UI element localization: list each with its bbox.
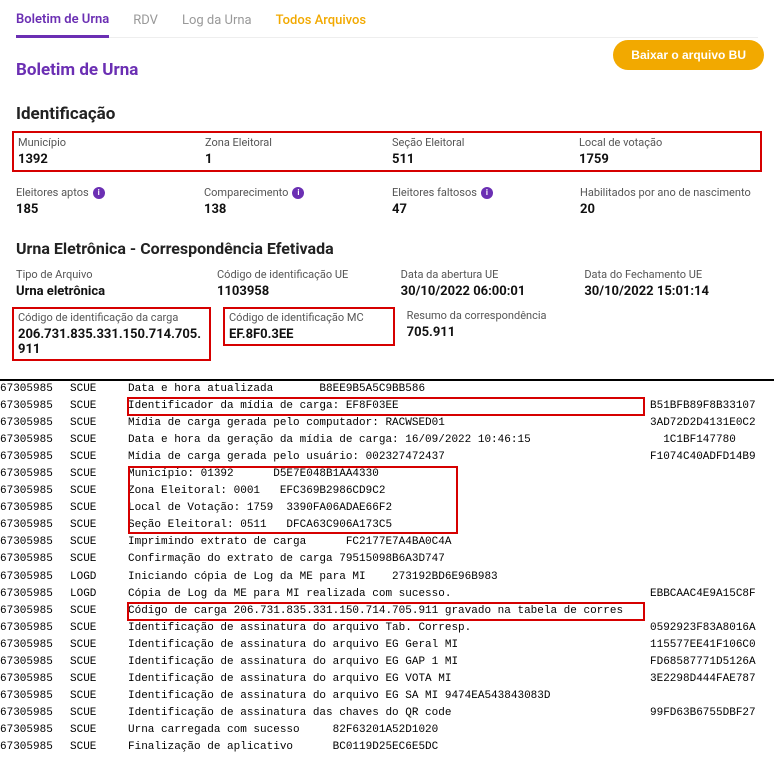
log-row: 67305985SCUEData e hora da geração da mí… (0, 432, 774, 449)
field-secao: Seção Eleitoral 511 (392, 136, 569, 167)
label-fechamento: Data do Fechamento UE (584, 268, 758, 281)
label-cod-ue: Código de identificação UE (217, 268, 391, 281)
field-aptos: Eleitores aptosi 185 (16, 186, 194, 217)
log-row: 67305985SCUEZona Eleitoral: 0001 EFC369B… (0, 483, 774, 500)
log-row: 67305985SCUEData e hora atualizada B8EE9… (0, 381, 774, 398)
log-row: 67305985SCUEIdentificação de assinatura … (0, 620, 774, 637)
value-local: 1759 (579, 152, 756, 167)
log-row: 67305985SCUELocal de Votação: 1759 3390F… (0, 500, 774, 517)
ident-row1-highlight: Município 1392 Zona Eleitoral 1 Seção El… (12, 131, 762, 172)
value-compar: 138 (204, 202, 382, 217)
label-falt: Eleitores faltososi (392, 186, 570, 199)
label-aptos: Eleitores aptosi (16, 186, 194, 199)
log-row: 67305985SCUEMunicípio: 01392 D5E7E048B1A… (0, 466, 774, 483)
field-falt: Eleitores faltososi 47 (392, 186, 570, 217)
log-row: 67305985SCUEImprimindo extrato de carga … (0, 534, 774, 551)
log-panel: 67305985SCUEData e hora atualizada B8EE9… (0, 381, 774, 756)
label-cod-mc: Código de identificação MC (229, 311, 389, 324)
urna-grid: Tipo de Arquivo Urna eletrônica Código d… (16, 268, 758, 299)
field-cod-carga: Código de identificação da carga 206.731… (12, 307, 211, 361)
log-row: 67305985SCUEIdentificação de assinatura … (0, 705, 774, 722)
log-row: 67305985SCUEIdentificação de assinatura … (0, 688, 774, 705)
info-icon[interactable]: i (481, 187, 493, 199)
info-icon[interactable]: i (93, 187, 105, 199)
log-row: 67305985SCUECódigo de carga 206.731.835.… (0, 603, 774, 620)
label-zona: Zona Eleitoral (205, 136, 382, 149)
info-icon[interactable]: i (292, 187, 304, 199)
label-tipo: Tipo de Arquivo (16, 268, 207, 281)
value-resumo: 705.911 (407, 325, 575, 340)
label-hab: Habilitados por ano de nascimento (580, 186, 758, 199)
field-cod-ue: Código de identificação UE 1103958 (217, 268, 391, 299)
label-municipio: Município (18, 136, 195, 149)
log-row: 67305985SCUEIdentificação de assinatura … (0, 637, 774, 654)
log-row: 67305985SCUEConfirmação do extrato de ca… (0, 551, 774, 568)
field-resumo: Resumo da correspondência 705.911 (407, 309, 575, 340)
value-falt: 47 (392, 202, 570, 217)
log-row: 67305985SCUESeção Eleitoral: 0511 DFCA63… (0, 517, 774, 534)
field-local: Local de votação 1759 (579, 136, 756, 167)
field-tipo: Tipo de Arquivo Urna eletrônica (16, 268, 207, 299)
value-hab: 20 (580, 202, 758, 217)
tabs: Boletim de Urna RDV Log da Urna Todos Ar… (16, 8, 758, 38)
download-bu-button[interactable]: Baixar o arquivo BU (613, 40, 764, 70)
value-tipo: Urna eletrônica (16, 284, 207, 299)
log-row: 67305985SCUEMídia de carga gerada pelo c… (0, 415, 774, 432)
label-compar: Comparecimentoi (204, 186, 382, 199)
tab-todos[interactable]: Todos Arquivos (276, 9, 366, 36)
value-fechamento: 30/10/2022 15:01:14 (584, 284, 758, 299)
urna-title: Urna Eletrônica - Correspondência Efetiv… (16, 239, 758, 258)
value-cod-ue: 1103958 (217, 284, 391, 299)
field-zona: Zona Eleitoral 1 (205, 136, 382, 167)
log-row: 67305985SCUEUrna carregada com sucesso 8… (0, 722, 774, 739)
tab-log[interactable]: Log da Urna (182, 9, 252, 36)
tab-rdv[interactable]: RDV (133, 9, 158, 36)
log-row: 67305985SCUEIdentificação de assinatura … (0, 671, 774, 688)
value-abertura: 30/10/2022 06:00:01 (401, 284, 575, 299)
log-row: 67305985SCUEFinalização de aplicativo BC… (0, 739, 774, 756)
value-cod-carga: 206.731.835.331.150.714.705.911 (18, 327, 205, 357)
field-fechamento: Data do Fechamento UE 30/10/2022 15:01:1… (584, 268, 758, 299)
value-cod-mc: EF.8F0.3EE (229, 327, 389, 342)
value-zona: 1 (205, 152, 382, 167)
label-secao: Seção Eleitoral (392, 136, 569, 149)
label-abertura: Data da abertura UE (401, 268, 575, 281)
field-hab: Habilitados por ano de nascimento 20 (580, 186, 758, 217)
label-resumo: Resumo da correspondência (407, 309, 575, 322)
value-aptos: 185 (16, 202, 194, 217)
tab-boletim[interactable]: Boletim de Urna (16, 8, 109, 38)
label-cod-carga: Código de identificação da carga (18, 311, 205, 324)
log-row: 67305985SCUEMídia de carga gerada pelo u… (0, 449, 774, 466)
value-secao: 511 (392, 152, 569, 167)
log-row: 67305985LOGDIniciando cópia de Log da ME… (0, 569, 774, 586)
value-municipio: 1392 (18, 152, 195, 167)
field-abertura: Data da abertura UE 30/10/2022 06:00:01 (401, 268, 575, 299)
field-cod-mc: Código de identificação MC EF.8F0.3EE (223, 307, 395, 346)
field-compar: Comparecimentoi 138 (204, 186, 382, 217)
ident-grid: Município 1392 Zona Eleitoral 1 Seção El… (16, 134, 758, 217)
log-row: 67305985SCUEIdentificador da mídia de ca… (0, 398, 774, 415)
label-local: Local de votação (579, 136, 756, 149)
field-municipio: Município 1392 (18, 136, 195, 167)
log-row: 67305985LOGDCópia de Log da ME para MI r… (0, 586, 774, 603)
boletim-panel: Boletim de Urna RDV Log da Urna Todos Ar… (0, 0, 774, 369)
ident-title: Identificação (16, 104, 758, 124)
log-row: 67305985SCUEIdentificação de assinatura … (0, 654, 774, 671)
urna-grid2: Código de identificação da carga 206.731… (16, 309, 758, 359)
